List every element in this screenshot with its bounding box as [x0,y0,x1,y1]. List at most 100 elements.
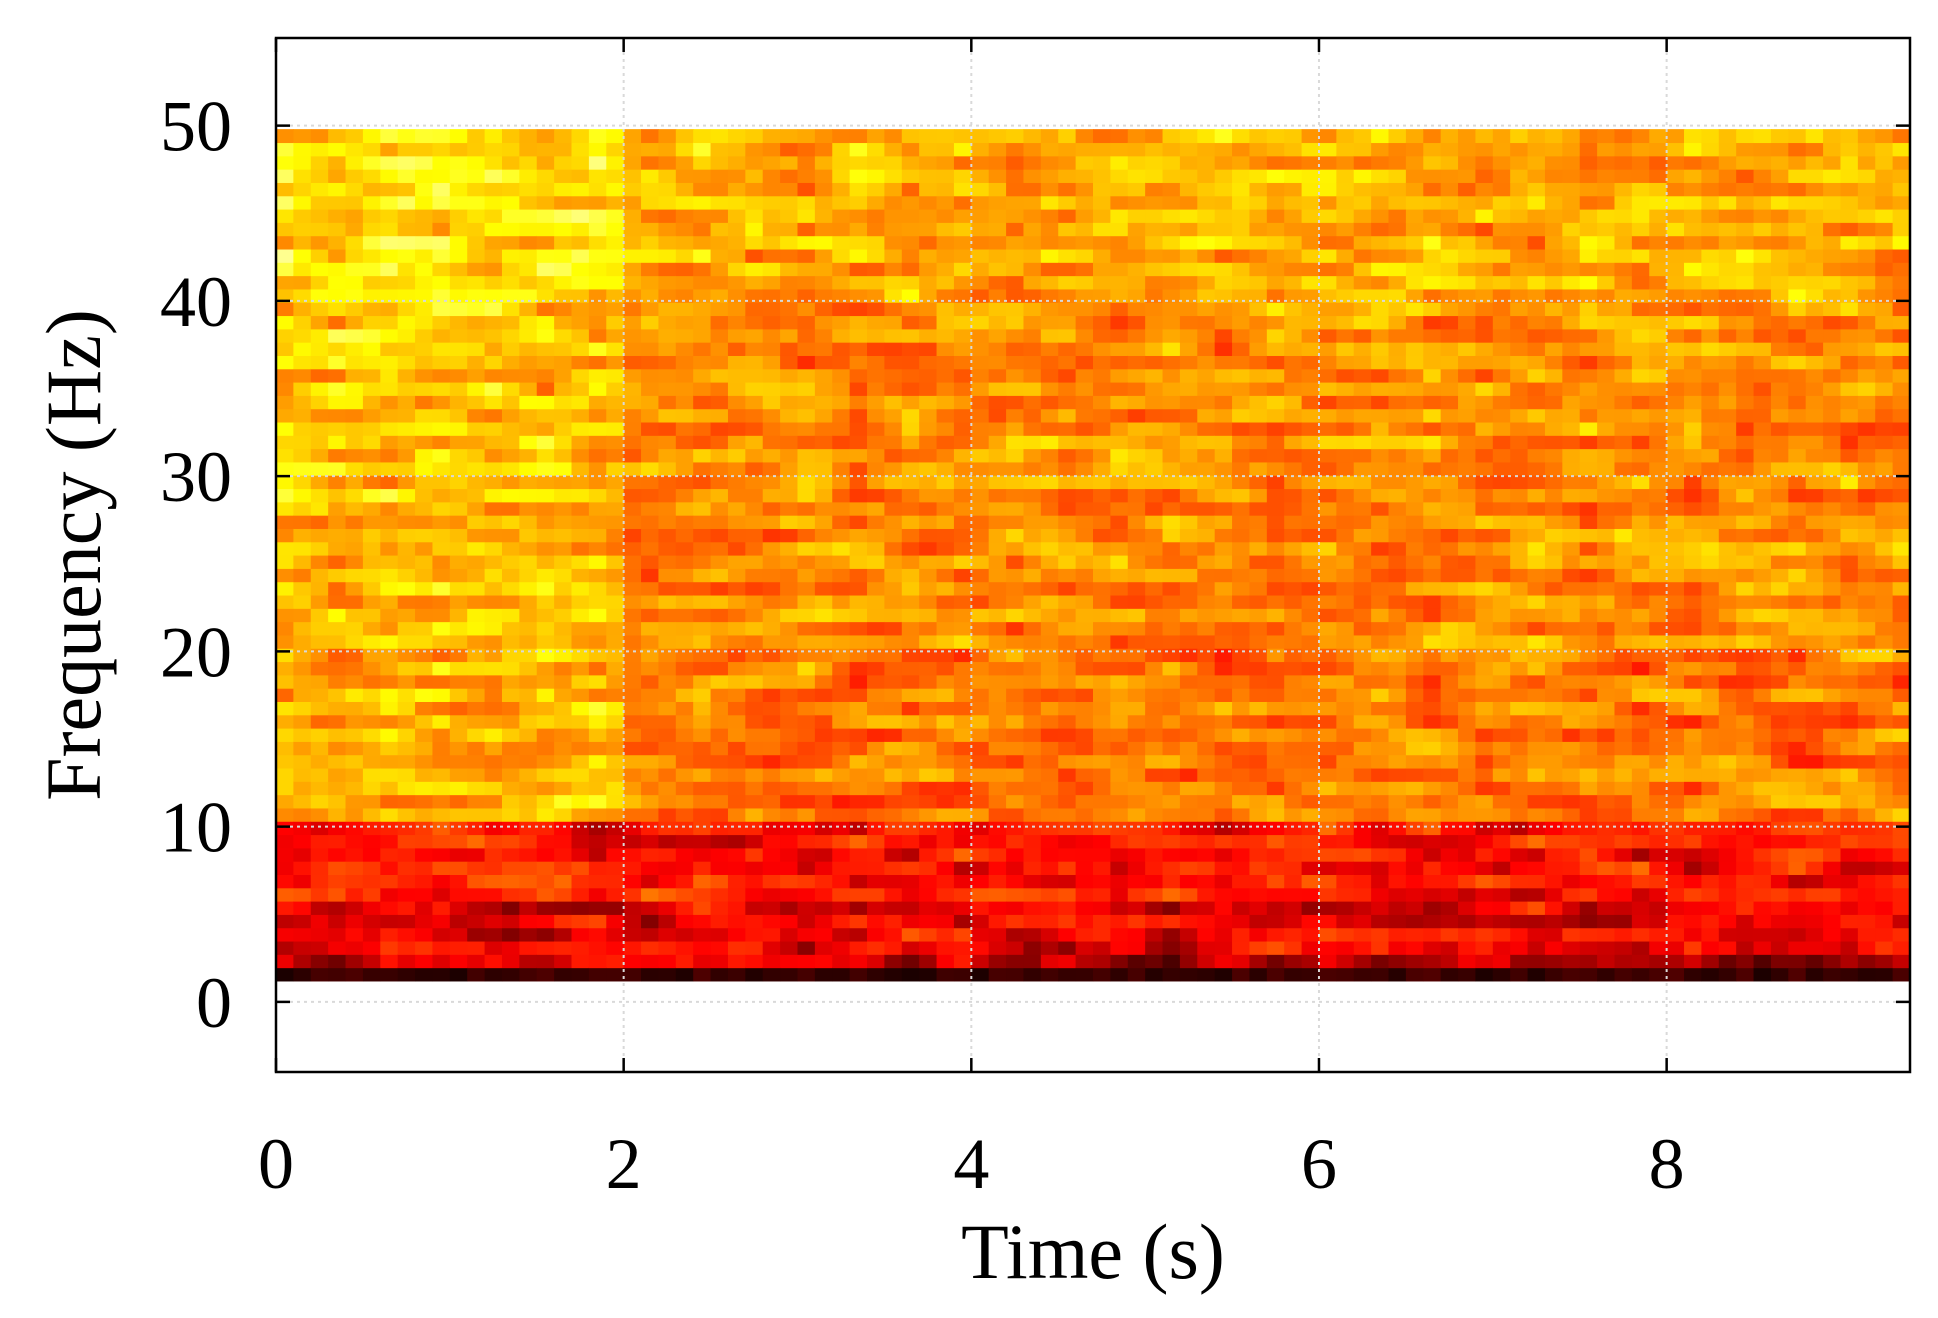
heatmap-cell [1371,954,1390,969]
heatmap-cell [675,621,694,636]
heatmap-cell [1440,408,1459,423]
heatmap-cell [675,488,694,503]
heatmap-cell [988,328,1007,343]
heatmap-cell [814,235,833,250]
heatmap-cell [1058,488,1077,503]
heatmap-cell [675,967,694,982]
heatmap-cell [1440,581,1459,596]
heatmap-cell [1492,701,1511,716]
heatmap-cell [675,794,694,809]
heatmap-cell [554,781,573,796]
heatmap-cell [362,275,381,290]
heatmap-cell [1162,275,1181,290]
heatmap-cell [1510,541,1529,556]
heatmap-cell [362,834,381,849]
heatmap-cell [867,781,885,796]
heatmap-cell [1006,781,1025,796]
heatmap-cell [1458,129,1477,144]
heatmap-cell [1458,222,1477,237]
heatmap-cell [1388,914,1407,929]
heatmap-cell [536,914,555,929]
heatmap-cell [1093,475,1111,490]
heatmap-cell [1266,608,1285,623]
heatmap-cell [362,861,381,875]
heatmap-cell [293,940,312,955]
heatmap-cell [380,169,399,183]
heatmap-cell [1458,581,1477,596]
heatmap-cell [276,235,294,250]
heatmap-cell [710,541,729,556]
heatmap-cell [484,342,503,356]
heatmap-cell [588,395,607,410]
heatmap-cell [276,661,294,676]
heatmap-cell [641,634,660,649]
heatmap-cell [762,954,781,969]
heatmap-cell [1301,528,1320,543]
heatmap-cell [1562,688,1581,702]
heatmap-cell [1318,555,1337,569]
heatmap-cell [1127,794,1146,809]
heatmap-cell [1075,701,1094,716]
heatmap-cell [1510,621,1529,636]
heatmap-cell [867,169,885,183]
heatmap-cell [1093,688,1111,702]
heatmap-cell [310,940,329,955]
heatmap-cell [1492,741,1511,756]
heatmap-cell [1232,342,1251,356]
heatmap-cell [658,355,677,370]
heatmap-cells [276,129,1910,982]
heatmap-cell [884,222,903,237]
heatmap-cell [1214,435,1233,450]
heatmap-cell [727,541,746,556]
heatmap-cell [1075,315,1094,330]
heatmap-cell [484,328,503,343]
heatmap-cell [727,515,746,529]
heatmap-cell [1023,501,1042,516]
heatmap-cell [415,448,434,463]
heatmap-cell [1371,129,1390,144]
heatmap-cell [1353,155,1372,170]
heatmap-cell [345,914,364,929]
heatmap-cell [1353,581,1372,596]
heatmap-cell [780,275,799,290]
heatmap-cell [1075,235,1094,250]
heatmap-cell [1093,821,1111,836]
heatmap-cell [1232,608,1251,623]
heatmap-cell [727,874,746,889]
heatmap-cell [1405,674,1424,689]
heatmap-cell [1597,302,1616,317]
heatmap-cell [1266,781,1285,796]
heatmap-cell [1597,195,1616,210]
heatmap-cell [901,648,920,663]
heatmap-cell [727,262,746,277]
heatmap-cell [1579,275,1598,290]
heatmap-cell [1214,834,1233,849]
heatmap-cell [1162,262,1181,277]
heatmap-cell [1214,328,1233,343]
heatmap-cell [1023,541,1042,556]
heatmap-cell [1145,714,1164,729]
heatmap-cell [345,634,364,649]
heatmap-cell [710,621,729,636]
heatmap-cell [623,328,642,343]
heatmap-cell [658,408,677,423]
heatmap-cell [588,861,607,875]
heatmap-cell [1249,714,1268,729]
heatmap-cell [1388,967,1407,982]
heatmap-cell [1527,222,1546,237]
heatmap-cell [1371,488,1390,503]
heatmap-cell [554,169,573,183]
heatmap-cell [449,807,468,822]
heatmap-cell [814,794,833,809]
heatmap-cell [1266,421,1285,436]
heatmap-cell [1475,701,1494,716]
heatmap-cell [276,754,294,769]
heatmap-cell [467,421,486,436]
heatmap-cell [1249,701,1268,716]
heatmap-cell [345,435,364,450]
heatmap-cell [1353,235,1372,250]
heatmap-cell [1040,674,1059,689]
heatmap-cell [1614,954,1633,969]
heatmap-cell [571,248,590,263]
heatmap-cell [971,461,990,476]
